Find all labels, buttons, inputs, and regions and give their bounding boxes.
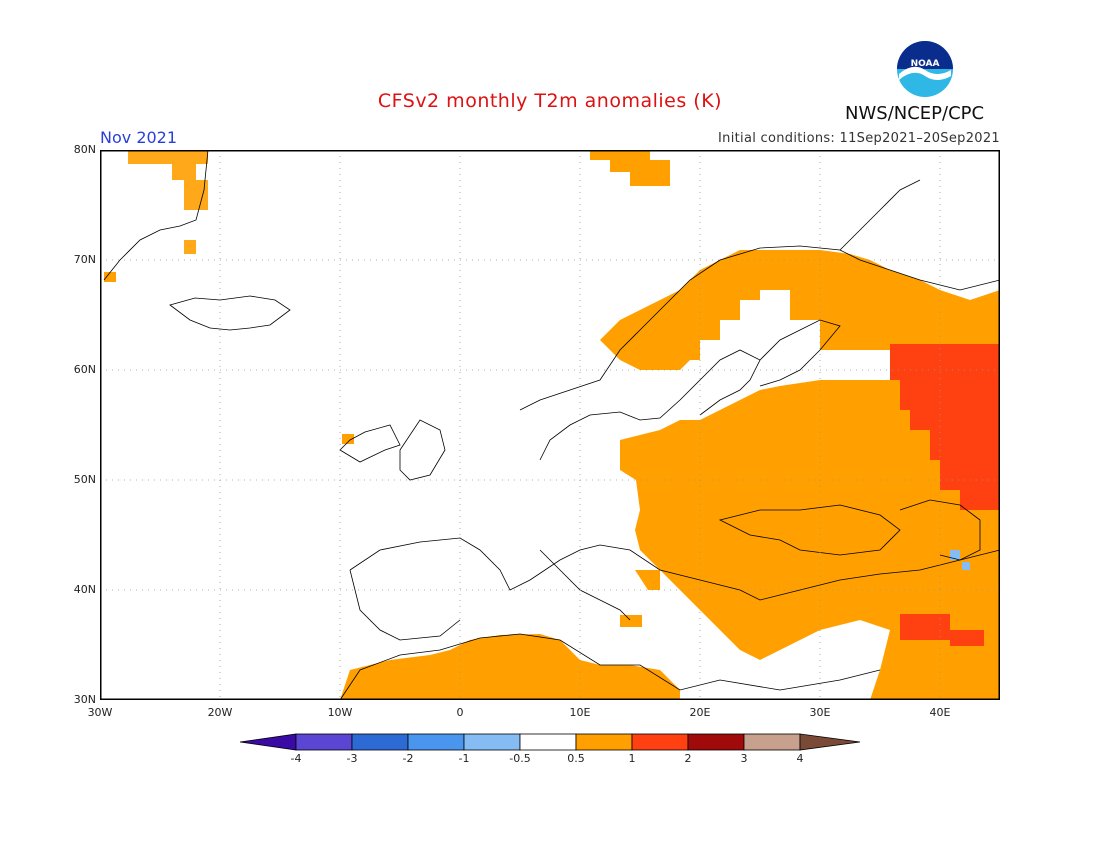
lat-label: 40N bbox=[73, 583, 96, 596]
colorbar-label: 3 bbox=[740, 752, 748, 765]
colorbar-arrow-left bbox=[240, 733, 297, 751]
lat-label: 70N bbox=[73, 253, 96, 266]
colorbar-cell bbox=[407, 733, 465, 751]
lon-label: 30E bbox=[809, 706, 831, 719]
colorbar-label: 0.5 bbox=[567, 752, 585, 765]
colorbar-label: 4 bbox=[796, 752, 804, 765]
graticule bbox=[100, 150, 1000, 700]
lon-label: 40E bbox=[929, 706, 951, 719]
colorbar-label: -3 bbox=[346, 752, 358, 765]
colorbar-cell bbox=[575, 733, 633, 751]
colorbar-label: -2 bbox=[402, 752, 414, 765]
colorbar-label: -1 bbox=[458, 752, 470, 765]
colorbar-label: 1 bbox=[628, 752, 636, 765]
colorbar-label: -4 bbox=[290, 752, 302, 765]
colorbar-label: -0.5 bbox=[509, 752, 531, 765]
colorbar bbox=[240, 733, 861, 751]
colorbar-arrow-right bbox=[799, 733, 861, 751]
anomaly-map bbox=[100, 150, 1000, 700]
chart-title: CFSv2 monthly T2m anomalies (K) bbox=[377, 90, 723, 112]
initial-conditions: Initial conditions: 11Sep2021–20Sep2021 bbox=[718, 131, 1000, 146]
colorbar-cell bbox=[631, 733, 689, 751]
lon-label: 10E bbox=[569, 706, 591, 719]
coastlines bbox=[103, 150, 1000, 700]
lat-label: 50N bbox=[73, 473, 96, 486]
colorbar-label: 2 bbox=[684, 752, 692, 765]
colorbar-cell bbox=[743, 733, 801, 751]
lon-label: 20E bbox=[689, 706, 711, 719]
anomaly-fill-red bbox=[890, 344, 1000, 646]
colorbar-cell bbox=[351, 733, 409, 751]
colorbar-cell bbox=[687, 733, 745, 751]
forecast-period: Nov 2021 bbox=[100, 128, 178, 147]
lon-label: 20W bbox=[207, 706, 233, 719]
noaa-logo-text: NOAA bbox=[911, 59, 940, 69]
colorbar-cell bbox=[463, 733, 521, 751]
lat-label: 30N bbox=[73, 693, 96, 706]
anomaly-fill-orange bbox=[104, 150, 1000, 700]
map-frame bbox=[100, 150, 1000, 700]
lon-label: 10W bbox=[327, 706, 353, 719]
lon-label: 0 bbox=[456, 706, 464, 719]
agency-label: NWS/NCEP/CPC bbox=[845, 103, 985, 124]
lat-label: 80N bbox=[73, 143, 96, 156]
colorbar-cell bbox=[519, 733, 577, 751]
colorbar-cell bbox=[295, 733, 353, 751]
anomaly-fill-blue bbox=[950, 550, 970, 570]
lon-label: 30W bbox=[87, 706, 113, 719]
noaa-logo: NOAA bbox=[897, 41, 953, 97]
lat-label: 60N bbox=[73, 363, 96, 376]
